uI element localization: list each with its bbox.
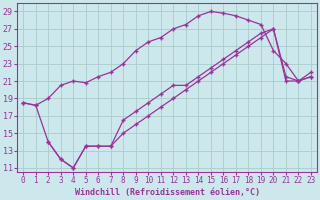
X-axis label: Windchill (Refroidissement éolien,°C): Windchill (Refroidissement éolien,°C) — [75, 188, 260, 197]
